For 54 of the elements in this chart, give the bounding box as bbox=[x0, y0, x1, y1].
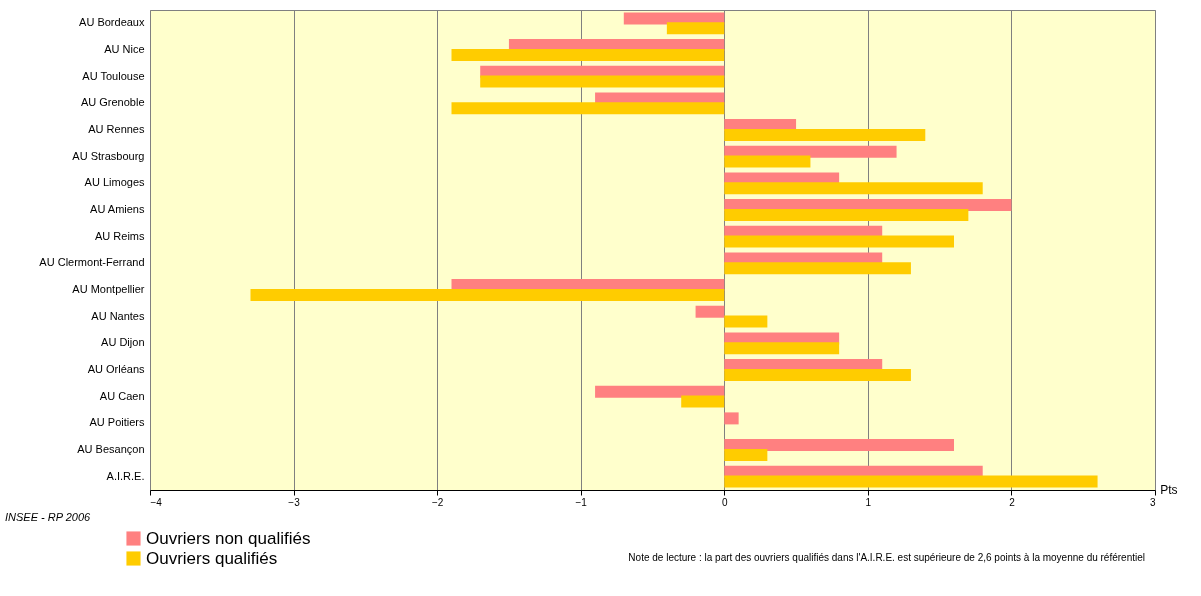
bar bbox=[724, 208, 969, 221]
bar bbox=[724, 412, 739, 425]
y-tick-label: AU Amiens bbox=[90, 203, 145, 215]
y-tick-label: AU Poitiers bbox=[89, 416, 145, 429]
bar bbox=[480, 75, 725, 88]
bar bbox=[724, 182, 983, 195]
y-tick-label: AU Bordeaux bbox=[79, 16, 145, 29]
bar bbox=[724, 342, 840, 355]
y-tick-label: AU Rennes bbox=[88, 123, 145, 135]
y-tick-label: A.I.R.E. bbox=[106, 469, 145, 482]
y-tick-label: AU Toulouse bbox=[82, 69, 145, 82]
bar bbox=[724, 475, 1098, 488]
bar bbox=[724, 448, 768, 461]
bar bbox=[724, 235, 954, 248]
bar bbox=[695, 305, 725, 318]
bar bbox=[724, 262, 911, 275]
x-axis-title: Pts bbox=[1160, 482, 1178, 497]
y-tick-label: AU Strasbourg bbox=[72, 149, 145, 162]
bar bbox=[451, 102, 725, 115]
x-tick-label: −2 bbox=[431, 496, 444, 508]
y-tick-label: AU Limoges bbox=[84, 176, 145, 189]
x-tick-label: 2 bbox=[1009, 496, 1016, 508]
bar bbox=[724, 145, 897, 158]
bar bbox=[724, 439, 954, 452]
y-tick-label: AU Nantes bbox=[91, 309, 145, 322]
legend-label: Ouvriers non qualifiés bbox=[146, 528, 311, 548]
y-tick-label: AU Caen bbox=[99, 389, 145, 402]
y-tick-label: AU Montpellier bbox=[72, 283, 145, 295]
legend-label: Ouvriers qualifiés bbox=[146, 548, 278, 568]
y-tick-label: AU Reims bbox=[94, 229, 145, 242]
text: Note de lecture : la part des ouvriers qualifiés dans l'A.I.R.E. est supérieure de 2,6 points à la moyenne du référentiel bbox=[628, 552, 1145, 563]
bar bbox=[451, 48, 725, 61]
bar bbox=[623, 12, 725, 25]
x-tick-label: −3 bbox=[288, 496, 301, 508]
x-tick-label: −4 bbox=[150, 496, 163, 508]
bar bbox=[666, 22, 725, 35]
x-tick-label: 0 bbox=[722, 496, 728, 508]
bar bbox=[724, 315, 768, 328]
bar bbox=[724, 128, 926, 141]
bar bbox=[250, 288, 725, 301]
bar bbox=[724, 368, 911, 381]
x-tick-label: 1 bbox=[865, 496, 872, 508]
bar bbox=[681, 395, 725, 408]
y-tick-label: AU Nice bbox=[104, 43, 145, 55]
bar bbox=[595, 385, 725, 398]
y-tick-label: AU Orléans bbox=[87, 363, 145, 375]
text: INSEE - RP 2006 bbox=[5, 511, 92, 523]
y-tick-label: AU Besançon bbox=[77, 443, 145, 455]
y-tick-label: AU Dijon bbox=[101, 336, 145, 349]
y-tick-label: AU Clermont-Ferrand bbox=[39, 256, 145, 269]
x-tick-label: −1 bbox=[575, 496, 588, 508]
y-tick-label: AU Grenoble bbox=[80, 96, 145, 109]
bar bbox=[724, 155, 811, 168]
x-tick-label: 3 bbox=[1149, 496, 1156, 508]
